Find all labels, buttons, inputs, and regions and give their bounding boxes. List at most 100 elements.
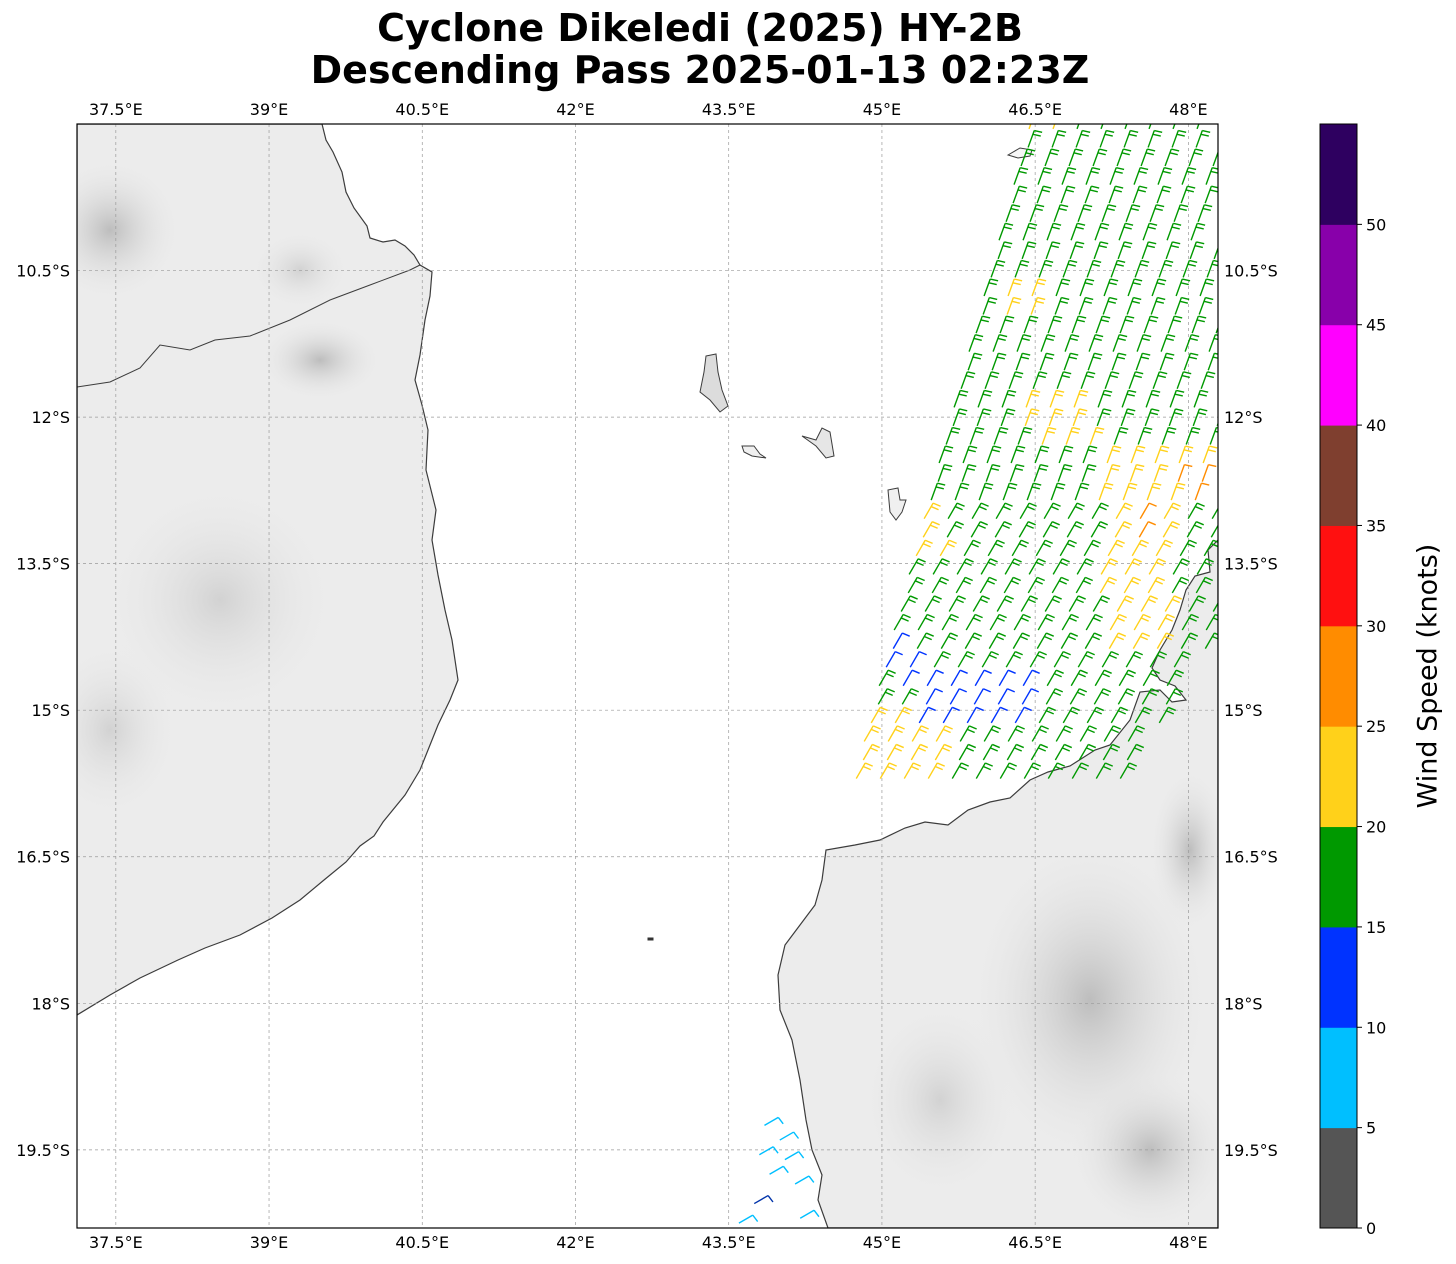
wind-barb	[1082, 445, 1098, 464]
wind-barb	[1201, 463, 1217, 482]
lat-tick-label: 18°S	[1224, 994, 1263, 1013]
wind-barb	[1171, 129, 1187, 148]
wind-barb	[1060, 632, 1078, 649]
wind-speed-colorbar: 0 5 10 15 20 25 30 35 40 45 50	[1319, 123, 1386, 1238]
wind-barb	[947, 502, 965, 520]
wind-barb	[1074, 482, 1090, 501]
wind-barb	[1006, 743, 1025, 761]
wind-barb	[1077, 650, 1095, 668]
wind-barb	[1138, 521, 1156, 538]
wind-barb	[1005, 204, 1021, 222]
wind-barb	[1038, 706, 1056, 724]
wind-barb	[1028, 558, 1046, 575]
wind-barb	[984, 371, 1000, 390]
wind-barb	[1027, 129, 1043, 148]
colorbar-tick-label: 10	[1366, 1018, 1386, 1037]
wind-barb	[1044, 148, 1060, 167]
wind-barb	[930, 482, 946, 501]
wind-barb	[1079, 278, 1095, 297]
wind-barb	[1088, 334, 1104, 352]
wind-barb	[1029, 204, 1045, 222]
wind-barb	[1200, 371, 1216, 390]
wind-barb	[863, 725, 881, 742]
wind-barb	[1087, 352, 1103, 371]
wind-barb	[1103, 725, 1121, 742]
wind-barb	[1100, 124, 1108, 130]
wind-barb	[1109, 166, 1125, 185]
wind-barb	[1010, 445, 1026, 464]
wind-barb	[1168, 408, 1184, 427]
wind-barb	[972, 595, 990, 612]
wind-barb	[1081, 463, 1097, 482]
wind-barb	[1136, 334, 1152, 352]
wind-barb	[976, 408, 992, 427]
wind-barb	[1135, 352, 1151, 371]
wind-barb	[989, 613, 1007, 631]
wind-barb	[1215, 315, 1218, 334]
wind-barb	[1056, 371, 1072, 390]
wind-barb	[975, 762, 993, 779]
wind-barb	[933, 650, 951, 668]
wind-barb	[927, 762, 945, 779]
wind-barb	[926, 669, 944, 687]
wind-barb	[1041, 426, 1057, 445]
colorbar-segment	[1320, 1027, 1357, 1129]
wind-barb	[1175, 278, 1191, 297]
wind-barb	[1147, 129, 1163, 148]
wind-barb	[1169, 389, 1185, 408]
wind-barb	[1198, 296, 1214, 315]
wind-barb	[992, 334, 1008, 352]
lon-tick-label: 46.5°E	[1008, 1233, 1062, 1252]
lon-tick-label: 45°E	[863, 1233, 901, 1252]
colorbar-segment	[1320, 826, 1357, 928]
wind-barb	[999, 762, 1017, 779]
wind-barb	[1020, 595, 1038, 612]
wind-barb	[1189, 241, 1205, 260]
wind-barb	[1196, 124, 1204, 130]
colorbar-segment	[1320, 124, 1357, 225]
wind-barb	[1069, 688, 1088, 705]
wind-barb	[1177, 463, 1193, 482]
wind-barb	[878, 669, 896, 687]
colorbar-segment	[1320, 324, 1357, 426]
wind-barb	[1156, 632, 1175, 649]
wind-barb	[1127, 725, 1145, 742]
wind-barb	[1149, 650, 1167, 668]
wind-barb	[1100, 558, 1118, 575]
wind-barb	[1172, 558, 1190, 575]
lat-tick-label: 10.5°S	[1224, 262, 1278, 281]
wind-barb	[915, 539, 933, 557]
wind-barb	[1110, 706, 1128, 724]
wind-barb	[1024, 408, 1040, 427]
wind-barb	[1047, 315, 1063, 334]
wind-barb	[769, 1165, 789, 1175]
wind-barb	[1006, 296, 1022, 315]
wind-barb	[1144, 408, 1160, 427]
wind-barb	[779, 1131, 800, 1141]
wind-barb	[997, 688, 1015, 705]
wind-barb	[1043, 502, 1061, 520]
lat-tick-label: 15°S	[31, 701, 70, 720]
map-area	[77, 124, 1218, 1228]
wind-barb	[1181, 166, 1197, 185]
wind-barb	[1051, 129, 1067, 148]
wind-barb	[1028, 124, 1036, 130]
wind-barb	[932, 558, 950, 575]
wind-barb	[1180, 632, 1199, 649]
wind-barb	[998, 222, 1014, 241]
wind-barb	[1094, 669, 1112, 687]
wind-barb	[1142, 669, 1160, 687]
wind-barb	[997, 241, 1013, 260]
wind-barb	[1096, 408, 1112, 427]
wind-barb	[1000, 408, 1016, 427]
wind-barb	[1122, 482, 1138, 501]
wind-barb	[1160, 334, 1176, 352]
wind-barb	[1141, 241, 1157, 260]
wind-barb	[1016, 334, 1032, 352]
wind-barb	[1045, 688, 1064, 705]
wind-barb	[994, 521, 1012, 538]
lon-tick-label: 43.5°E	[702, 1233, 756, 1252]
wind-barb	[1072, 408, 1088, 427]
wind-barb	[1163, 502, 1181, 520]
wind-barb	[1204, 632, 1218, 649]
